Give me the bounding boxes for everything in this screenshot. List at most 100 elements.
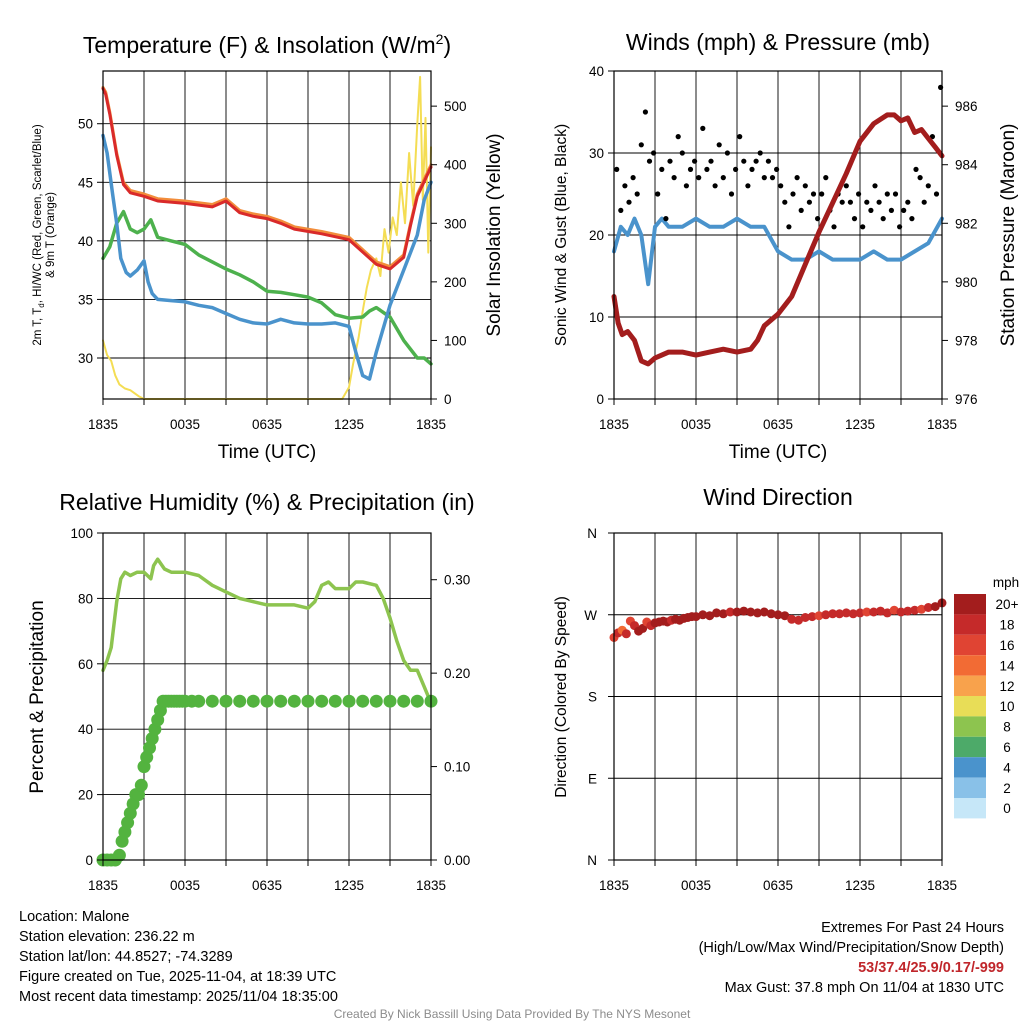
y-tick-label: E [588,771,597,786]
y-tick-label: 80 [78,591,93,606]
temperature-ylabel-left-line2: & 9m T (Orange) [45,192,57,278]
direction-point [828,609,838,619]
colorbar-label: 20+ [996,597,1019,612]
station-pressure-line [611,112,945,367]
x-tick-label: 1835 [927,417,957,432]
humidity-panel: Relative Humidity (%) & Precipitation (i… [27,489,475,893]
x-tick-label: 0635 [252,878,282,893]
gust-point [655,191,661,197]
gust-point [810,191,817,197]
y-tick-label: 50 [78,117,93,132]
y-tick-label: 100 [70,526,93,541]
gust-point [876,199,882,205]
y2-tick-label: 400 [444,158,467,173]
gust-point [909,216,915,222]
direction-series [609,598,947,642]
gust-point [851,216,858,222]
gust-point [712,183,718,189]
y2-tick-label: 200 [444,275,467,290]
series-line-2m-t [101,87,433,271]
direction-point [807,612,817,622]
gust-point [733,166,739,172]
gust-point [741,158,747,164]
x-tick-label: 1835 [416,878,446,893]
colorbar-swatch [954,614,986,635]
gust-point [778,183,784,189]
gust-point [769,175,776,181]
gust-point [634,191,640,197]
precip-point [134,778,148,792]
precip-point [342,694,356,708]
direction-point [725,607,735,617]
gust-point [737,134,743,140]
y-tick-label: 0 [596,392,604,407]
precip-point [315,694,329,708]
gust-point [716,142,722,148]
y-tick-label: 10 [589,310,604,325]
direction-point [759,607,769,617]
colorbar-swatch [954,594,986,615]
direction-point [814,611,824,621]
direction-point [787,614,797,624]
temperature-panel: Temperature (F) & Insolation (W/m2) 1835… [32,31,505,463]
gust-point [618,207,624,213]
precip-point [219,694,233,708]
gust-point [667,158,673,164]
gust-point [892,191,899,197]
gust-point [728,191,735,197]
y2-tick-label: 0.20 [444,666,470,681]
temperature-series [101,75,433,400]
y2-tick-label: 0.00 [444,853,470,868]
series-line-hi-wc [101,133,433,381]
gust-point [933,191,940,197]
gust-point [651,150,657,156]
direction-point [855,608,865,618]
series-line-td [101,209,433,366]
gust-point [921,199,927,205]
y2-tick-label: 0 [444,392,452,407]
colorbar-swatch [954,634,986,656]
gust-point [847,199,854,205]
direction-point [923,603,933,612]
gust-point [782,199,788,205]
gust-point [614,166,620,172]
colorbar-label: 0 [1003,801,1011,816]
direction-point [766,609,776,619]
temperature-ylabel-left: 2m T, Td, HI/WC (Red, Green, Scarlet/Blu… [32,124,46,345]
y-tick-label: N [587,526,597,541]
y2-tick-label: 982 [955,216,978,231]
colorbar-swatch [954,798,986,819]
direction-point [621,629,631,639]
gust-point [790,191,796,197]
y-tick-label: 40 [589,64,604,79]
x-tick-label: 0035 [170,417,200,432]
y-tick-label: 45 [78,175,93,190]
winds-xlabel: Time (UTC) [729,442,828,463]
y2-tick-label: 300 [444,216,467,231]
series-line-solar-insolation [102,75,432,400]
gust-point [806,199,813,205]
gust-point [860,224,866,230]
gust-point [802,183,808,189]
precip-point [356,694,370,708]
colorbar-label: 14 [999,658,1015,673]
x-tick-label: 1835 [599,878,629,893]
recent-timestamp: Most recent data timestamp: 2025/11/04 1… [19,989,338,1005]
gust-point [687,166,694,172]
x-tick-label: 0635 [252,417,282,432]
humidity-tick-labels: 1835 0035 0635 1235 1835 0 20 40 60 80 100 0.00 0.10… [70,526,470,893]
precip-point [410,694,424,708]
extremes-subtitle: (High/Low/Max Wind/Precipitation/Snow De… [698,940,1004,956]
temperature-ylabel-right: Solar Insolation (Yellow) [484,133,505,336]
y2-tick-label: 0.30 [444,573,470,588]
gust-point [692,158,698,164]
x-tick-label: 0035 [681,417,711,432]
y2-tick-label: 978 [955,333,978,348]
gust-point [708,158,714,164]
precip-point [260,694,274,708]
direction-point [638,623,648,633]
colorbar-label: 12 [999,679,1014,694]
gust-point [856,191,862,197]
direction-point [910,605,920,615]
